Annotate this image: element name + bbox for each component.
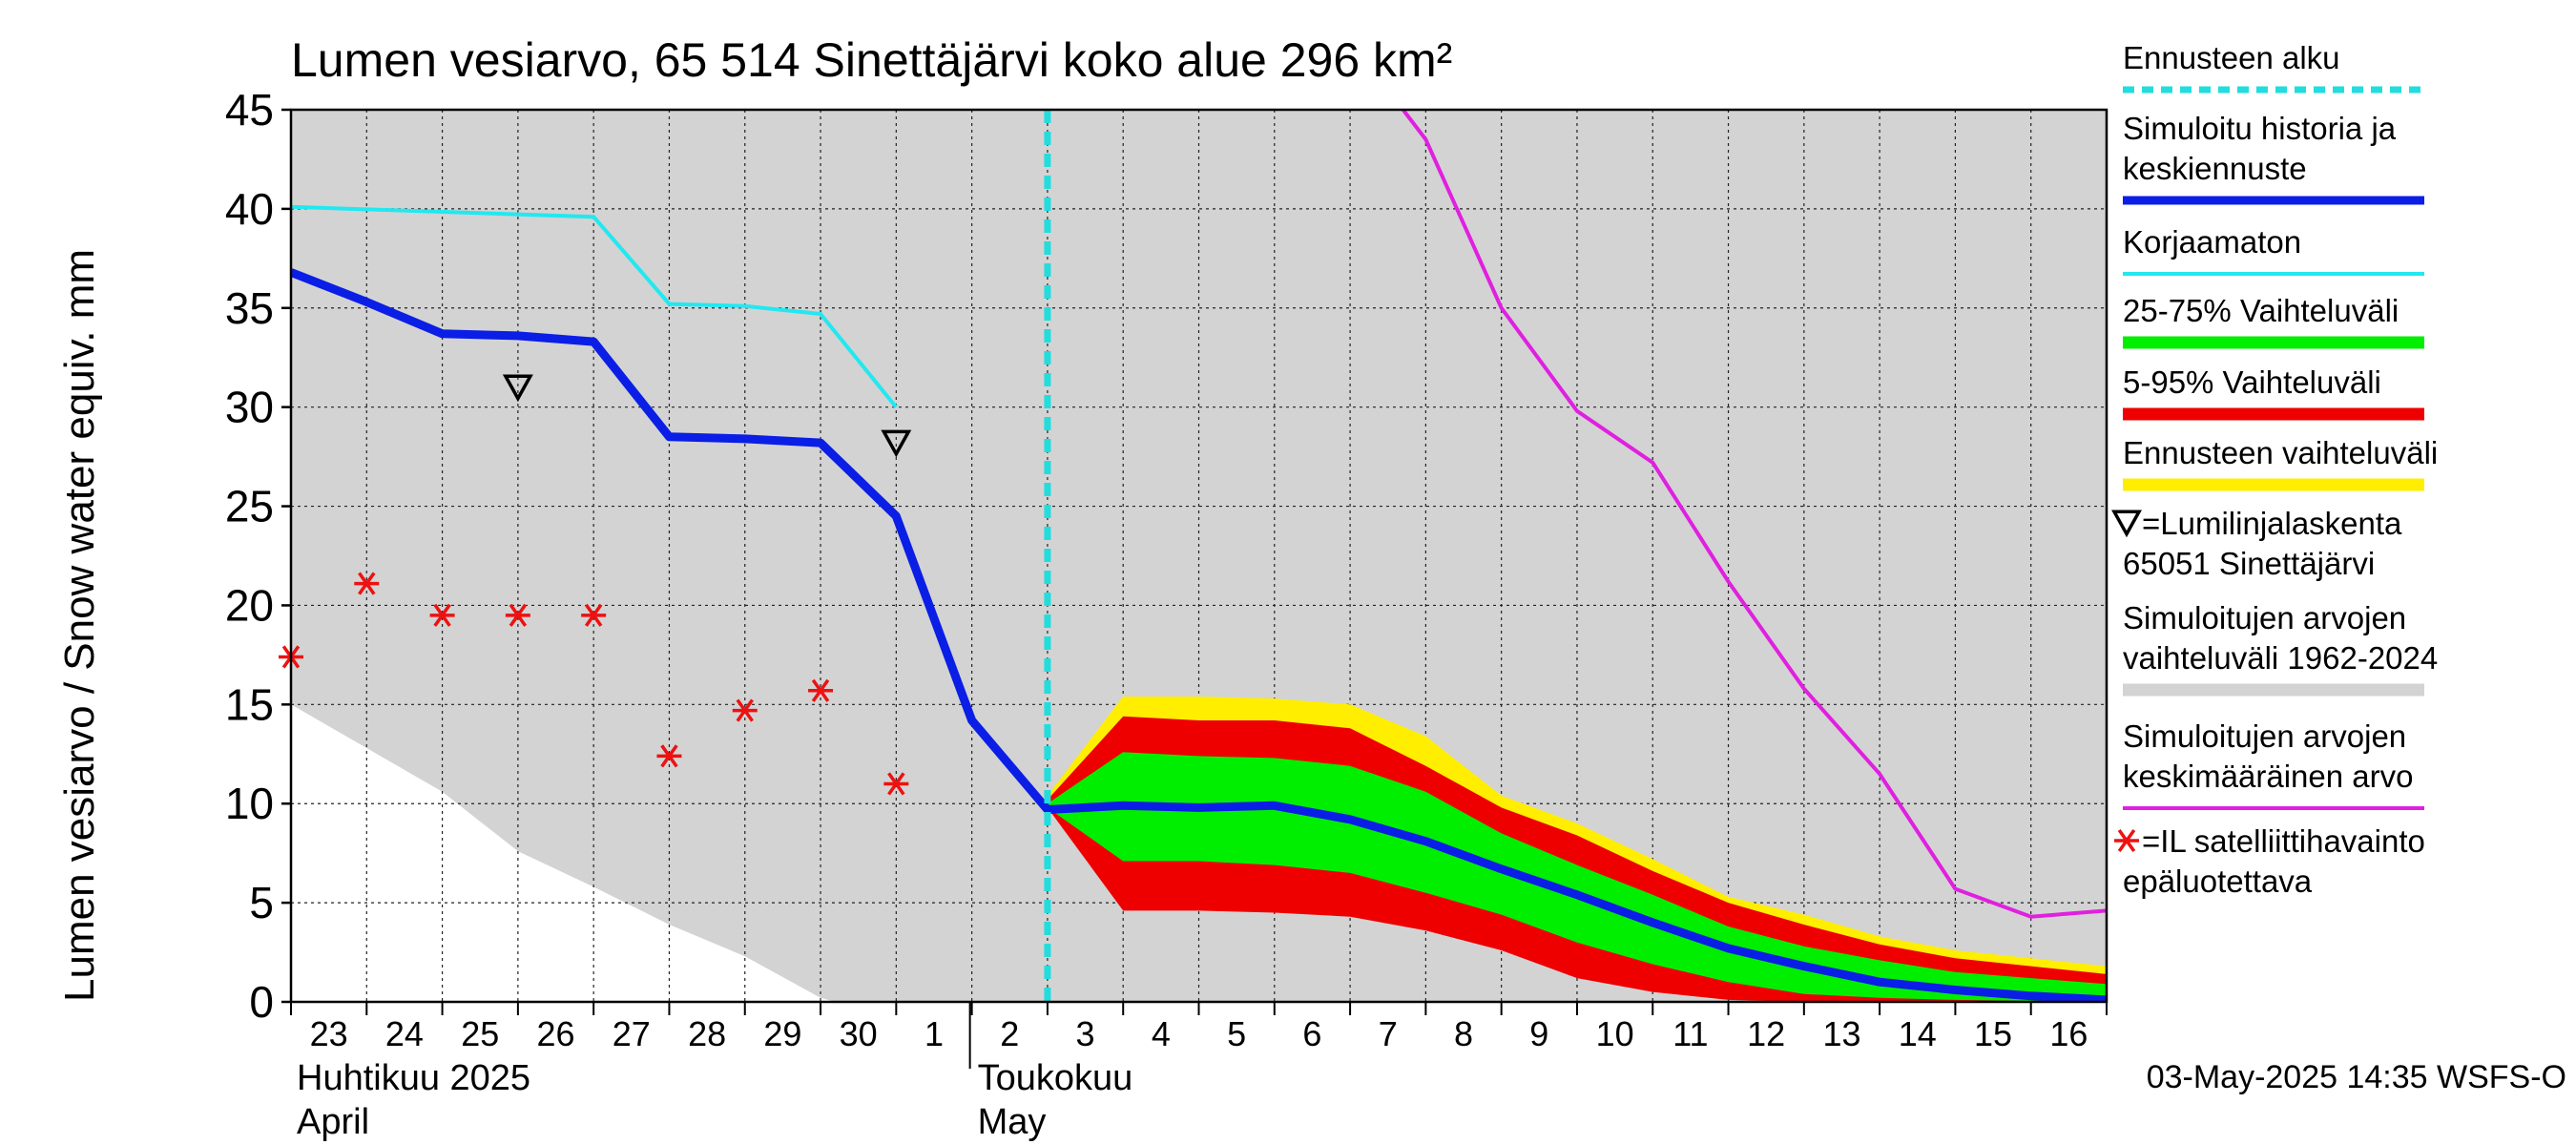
x-tick-label: 9 xyxy=(1529,1014,1548,1053)
legend-item: 25-75% Vaihteluväli xyxy=(2123,293,2424,349)
plot-area xyxy=(279,110,2107,1002)
legend-label-line2: keskimääräinen arvo xyxy=(2123,759,2413,794)
y-tick-label: 40 xyxy=(225,184,274,234)
y-tick-label: 5 xyxy=(249,878,274,927)
legend-label: 25-75% Vaihteluväli xyxy=(2123,293,2399,328)
satellite-marker xyxy=(656,744,682,768)
satellite-marker-stroke xyxy=(887,772,905,796)
legend-triangle-marker xyxy=(2111,510,2142,538)
x-tick-label: 10 xyxy=(1596,1014,1634,1053)
x-tick-label: 28 xyxy=(688,1014,726,1053)
x-tick-label: 30 xyxy=(840,1014,878,1053)
x-tick-label: 12 xyxy=(1747,1014,1785,1053)
legend-label: =Lumilinjalaskenta xyxy=(2142,506,2402,541)
satellite-marker xyxy=(808,678,834,702)
x-tick-label: 16 xyxy=(2049,1014,2088,1053)
satellite-marker-stroke xyxy=(509,603,528,627)
satellite-marker-stroke xyxy=(358,572,376,595)
satellite-marker xyxy=(429,603,455,627)
y-tick-label: 0 xyxy=(249,977,274,1027)
x-tick-label: 5 xyxy=(1227,1014,1246,1053)
satellite-marker-stroke xyxy=(660,744,678,768)
legend-label: Ennusteen alku xyxy=(2123,40,2340,75)
legend-label: Simuloitujen arvojen xyxy=(2123,718,2406,754)
x-tick-label: 11 xyxy=(1672,1014,1708,1053)
legend-label-line2: vaihteluväli 1962-2024 xyxy=(2123,640,2438,676)
satellite-marker-stroke xyxy=(811,678,830,702)
legend-item: Simuloitujen arvojen keskimääräinen arvo xyxy=(2123,718,2424,810)
chart-title: Lumen vesiarvo, 65 514 Sinettäjärvi koko… xyxy=(291,33,1452,87)
satellite-marker xyxy=(581,603,607,627)
legend-item: Simuloitujen arvojen vaihteluväli 1962-20… xyxy=(2123,600,2438,697)
legend-label: =IL satelliittihavainto xyxy=(2142,823,2425,859)
x-tick-label: 2 xyxy=(1000,1014,1019,1053)
legend-label: Korjaamaton xyxy=(2123,224,2301,260)
x-tick-label: 29 xyxy=(763,1014,801,1053)
month-label-fi: Toukokuu xyxy=(978,1058,1133,1098)
legend-item: Ennusteen vaihteluväli xyxy=(2123,435,2438,491)
legend-item: =Lumilinjalaskenta 65051 Sinettäjärvi xyxy=(2111,506,2402,581)
uncorrected-line xyxy=(291,204,898,408)
x-tick-label: 27 xyxy=(613,1014,651,1053)
x-tick-label: 23 xyxy=(310,1014,348,1053)
y-tick-label: 10 xyxy=(225,779,274,828)
footer-timestamp: 03-May-2025 14:35 WSFS-O xyxy=(2147,1059,2566,1095)
y-tick-label: 20 xyxy=(225,580,274,630)
month-label-en: April xyxy=(297,1102,369,1142)
satellite-marker xyxy=(732,698,758,722)
x-tick-label: 1 xyxy=(924,1014,944,1053)
x-tick-label: 25 xyxy=(461,1014,499,1053)
satellite-marker-stroke xyxy=(736,698,754,722)
simulated-line xyxy=(291,268,2107,1002)
plot-layer xyxy=(291,110,2107,1002)
satellite-marker xyxy=(883,772,909,796)
snow-course-marker xyxy=(502,374,533,403)
y-tick-label: 45 xyxy=(225,85,274,135)
x-tick-label: 26 xyxy=(536,1014,574,1053)
mean-line xyxy=(1402,110,2107,919)
legend-label: Simuloitu historia ja xyxy=(2123,111,2397,146)
y-tick-label: 25 xyxy=(225,482,274,531)
x-tick-label: 8 xyxy=(1454,1014,1473,1053)
satellite-marker-stroke xyxy=(433,603,451,627)
legend-item: Ennusteen alku xyxy=(2123,40,2424,94)
legend-label-line2: 65051 Sinettäjärvi xyxy=(2123,546,2375,581)
satellite-marker xyxy=(354,572,380,595)
legend-label: Simuloitujen arvojen xyxy=(2123,600,2406,635)
x-tick-label: 7 xyxy=(1379,1014,1398,1053)
legend: Ennusteen alku Simuloitu historia ja keski… xyxy=(2111,40,2438,899)
x-tick-label: 15 xyxy=(1974,1014,2012,1053)
legend-item: =IL satelliittihavainto epäluotettava xyxy=(2114,823,2425,899)
legend-star-marker-stroke xyxy=(2117,828,2136,853)
x-tick-label: 24 xyxy=(385,1014,424,1053)
y-tick-label: 15 xyxy=(225,679,274,729)
y-axis-label: Lumen vesiarvo / Snow water equiv. mm xyxy=(56,249,103,1002)
satellite-marker-stroke xyxy=(584,603,603,627)
snow-course-marker xyxy=(881,429,912,458)
month-label-fi: Huhtikuu 2025 xyxy=(297,1058,530,1098)
legend-item: 5-95% Vaihteluväli xyxy=(2123,364,2424,421)
x-tick-label: 6 xyxy=(1302,1014,1321,1053)
x-tick-label: 14 xyxy=(1899,1014,1937,1053)
y-tick-label: 30 xyxy=(225,383,274,432)
legend-label-line2: epäluotettava xyxy=(2123,864,2313,899)
x-tick-label: 13 xyxy=(1822,1014,1860,1053)
satellite-marker xyxy=(505,603,530,627)
legend-label: 5-95% Vaihteluväli xyxy=(2123,364,2381,400)
x-tick-label: 4 xyxy=(1152,1014,1171,1053)
legend-star-marker xyxy=(2114,828,2139,853)
legend-item: Simuloitu historia ja keskiennuste xyxy=(2123,111,2424,205)
legend-label-line2: keskiennuste xyxy=(2123,151,2307,186)
month-label-en: May xyxy=(978,1102,1047,1142)
x-tick-label: 3 xyxy=(1076,1014,1095,1053)
legend-label: Ennusteen vaihteluväli xyxy=(2123,435,2438,470)
legend-item: Korjaamaton xyxy=(2123,224,2424,276)
y-tick-label: 35 xyxy=(225,283,274,333)
